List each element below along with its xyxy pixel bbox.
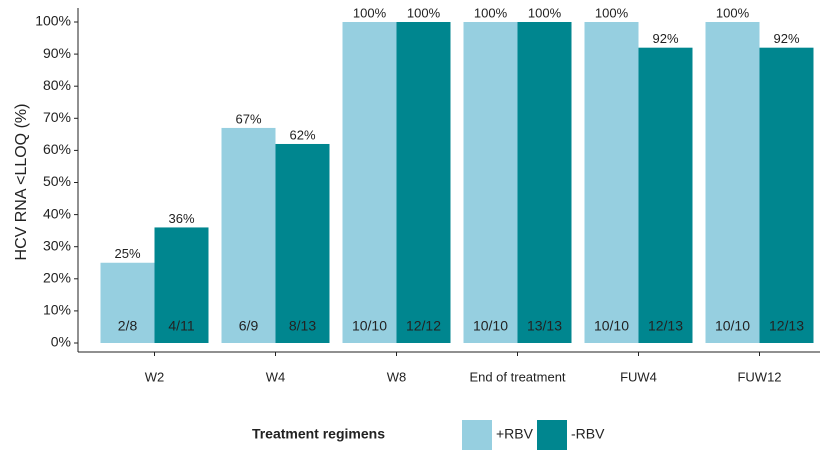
y-tick-label: 0% bbox=[51, 334, 71, 350]
value-label: 100% bbox=[595, 5, 629, 20]
bar bbox=[584, 22, 639, 343]
value-label: 100% bbox=[474, 5, 508, 20]
bar-label: 10/10 bbox=[473, 318, 508, 334]
value-label: 67% bbox=[235, 111, 261, 126]
value-label: 100% bbox=[353, 5, 387, 20]
bar bbox=[396, 22, 451, 343]
value-label: 92% bbox=[652, 31, 678, 46]
bar-label: 12/13 bbox=[769, 318, 804, 334]
value-label: 100% bbox=[407, 5, 441, 20]
y-tick-label: 100% bbox=[35, 13, 71, 29]
legend-label: -RBV bbox=[571, 426, 605, 442]
legend-label: +RBV bbox=[496, 426, 534, 442]
bar bbox=[221, 127, 276, 344]
x-tick-label: W4 bbox=[266, 369, 286, 384]
y-tick-label: 30% bbox=[43, 237, 71, 253]
bar bbox=[517, 22, 572, 343]
bar-label: 10/10 bbox=[352, 318, 387, 334]
bar bbox=[463, 22, 518, 343]
x-tick-label: FUW4 bbox=[620, 369, 657, 384]
y-tick-label: 10% bbox=[43, 302, 71, 318]
y-tick-label: 70% bbox=[43, 109, 71, 125]
y-tick-label: 40% bbox=[43, 205, 71, 221]
y-tick-label: 80% bbox=[43, 77, 71, 93]
bar bbox=[154, 227, 209, 343]
y-tick-label: 90% bbox=[43, 45, 71, 61]
bar-label: 12/13 bbox=[648, 318, 683, 334]
value-label: 36% bbox=[168, 211, 194, 226]
legend-title: Treatment regimens bbox=[252, 426, 385, 442]
x-tick-label: End of treatment bbox=[469, 369, 565, 384]
value-label: 100% bbox=[716, 5, 750, 20]
bar-label: 13/13 bbox=[527, 318, 562, 334]
bar bbox=[759, 47, 814, 344]
bar-label: 10/10 bbox=[594, 318, 629, 334]
bar bbox=[342, 22, 397, 343]
bar-label: 4/11 bbox=[168, 318, 194, 334]
x-tick-label: FUW12 bbox=[737, 369, 781, 384]
bar-label: 10/10 bbox=[715, 318, 750, 334]
bar bbox=[100, 262, 155, 343]
legend-swatch bbox=[462, 420, 492, 450]
value-label: 92% bbox=[773, 31, 799, 46]
bar bbox=[638, 47, 693, 344]
value-label: 62% bbox=[289, 127, 315, 142]
bar-label: 6/9 bbox=[239, 318, 259, 334]
value-label: 100% bbox=[528, 5, 562, 20]
y-tick-label: 50% bbox=[43, 173, 71, 189]
value-label: 25% bbox=[114, 246, 140, 261]
y-axis-label: HCV RNA <LLOQ (%) bbox=[13, 104, 30, 261]
legend-swatch bbox=[537, 420, 567, 450]
y-tick-label: 20% bbox=[43, 270, 71, 286]
x-tick-label: W8 bbox=[387, 369, 407, 384]
bar bbox=[705, 22, 760, 343]
bar-label: 2/8 bbox=[118, 318, 138, 334]
bar-label: 8/13 bbox=[289, 318, 316, 334]
bar bbox=[275, 143, 330, 343]
bar-label: 12/12 bbox=[406, 318, 441, 334]
y-tick-label: 60% bbox=[43, 141, 71, 157]
x-tick-label: W2 bbox=[145, 369, 165, 384]
